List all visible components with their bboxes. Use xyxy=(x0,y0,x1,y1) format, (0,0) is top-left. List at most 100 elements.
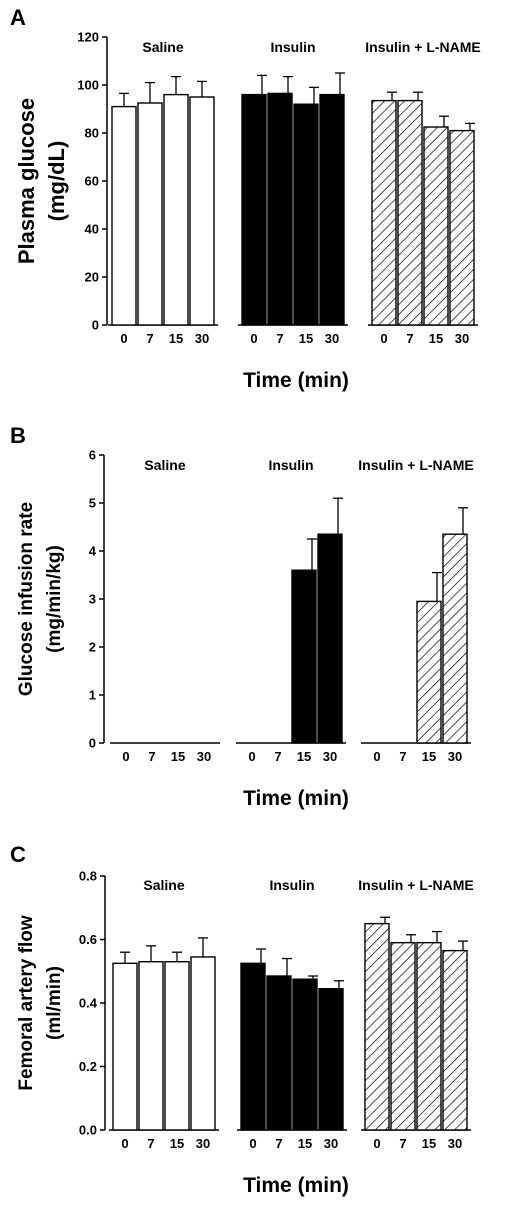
y-tick-label: 0 xyxy=(89,736,96,751)
x-tick-label: 30 xyxy=(325,331,339,346)
bar xyxy=(319,93,345,326)
x-tick-label: 30 xyxy=(448,1136,462,1151)
bar xyxy=(397,99,423,326)
group-label: Insulin xyxy=(268,457,313,473)
bar xyxy=(390,941,416,1131)
y-tick-label: 0.0 xyxy=(79,1123,97,1138)
x-tick-label: 15 xyxy=(171,749,185,764)
bar xyxy=(137,102,163,326)
panel-letter: B xyxy=(10,423,26,448)
bar xyxy=(189,96,215,326)
x-tick-label: 0 xyxy=(250,331,257,346)
x-axis-label: Time (min) xyxy=(243,787,349,810)
y-tick-label: 100 xyxy=(77,78,99,93)
x-tick-label: 7 xyxy=(146,331,153,346)
x-tick-label: 7 xyxy=(148,749,155,764)
chart-panel-b: B 0 1 2 3 4 5 6 Glucose infusion rate (mg/min/kg)… xyxy=(10,423,474,810)
bar xyxy=(416,941,442,1131)
x-tick-label: 30 xyxy=(195,331,209,346)
x-tick-label: 30 xyxy=(323,749,337,764)
x-tick-label: 0 xyxy=(373,749,380,764)
y-tick-label: 120 xyxy=(77,30,99,45)
x-tick-label: 30 xyxy=(196,1136,210,1151)
y-tick-label: 60 xyxy=(85,174,99,189)
group-label: Insulin + L-NAME xyxy=(358,457,474,473)
y-tick-label: 0.8 xyxy=(79,869,97,884)
y-tick-label: 3 xyxy=(89,592,96,607)
group-label: Saline xyxy=(144,457,185,473)
bar xyxy=(449,129,475,326)
x-tick-label: 7 xyxy=(147,1136,154,1151)
bar xyxy=(164,961,190,1131)
y-axis-label-unit: (mg/dL) xyxy=(44,141,69,222)
x-tick-label: 7 xyxy=(399,1136,406,1151)
group-label: Insulin + L-NAME xyxy=(358,877,474,893)
y-axis-label-unit: (mg/min/kg) xyxy=(44,545,65,653)
x-tick-label: 30 xyxy=(324,1136,338,1151)
y-tick-label: 0.2 xyxy=(79,1059,97,1074)
x-tick-label: 7 xyxy=(274,749,281,764)
bar xyxy=(371,99,397,326)
bar xyxy=(416,600,442,744)
panel-letter: C xyxy=(10,842,26,867)
bar xyxy=(163,93,189,326)
x-tick-label: 15 xyxy=(169,331,183,346)
bar xyxy=(240,962,266,1131)
x-tick-label: 0 xyxy=(249,1136,256,1151)
group-label: Insulin xyxy=(269,877,314,893)
y-tick-label: 4 xyxy=(89,544,97,559)
y-tick-label: 0.4 xyxy=(79,996,98,1011)
bar xyxy=(364,922,390,1131)
x-tick-label: 0 xyxy=(120,331,127,346)
y-tick-label: 40 xyxy=(85,222,99,237)
panel-letter: A xyxy=(10,5,26,30)
bar xyxy=(190,956,216,1131)
bar xyxy=(293,103,319,326)
bar xyxy=(291,569,317,744)
x-tick-label: 15 xyxy=(429,331,443,346)
bar xyxy=(241,93,267,326)
x-tick-label: 15 xyxy=(170,1136,184,1151)
chart-panel-a: A 0 20 40 60 80 100 120 Plasma glucose (mg/dL) Sal… xyxy=(10,5,481,392)
x-tick-label: 7 xyxy=(406,331,413,346)
y-axis-label: Plasma glucose xyxy=(14,98,39,264)
bar xyxy=(318,988,344,1131)
bar xyxy=(317,533,343,744)
y-tick-label: 80 xyxy=(85,126,99,141)
x-tick-label: 7 xyxy=(399,749,406,764)
x-tick-label: 0 xyxy=(373,1136,380,1151)
x-tick-label: 7 xyxy=(275,1136,282,1151)
y-axis-label: Glucose infusion rate xyxy=(16,502,37,696)
group-label: Saline xyxy=(143,877,184,893)
y-tick-label: 1 xyxy=(89,688,96,703)
group-label: Insulin + L-NAME xyxy=(365,39,481,55)
group-label: Saline xyxy=(142,39,183,55)
x-tick-label: 30 xyxy=(455,331,469,346)
chart-panel-c: C 0.0 0.2 0.4 0.6 0.8 Femoral artery flow (ml/m… xyxy=(10,842,474,1197)
x-axis-label: Time (min) xyxy=(243,1174,349,1197)
x-tick-label: 15 xyxy=(422,749,436,764)
y-tick-label: 0 xyxy=(92,318,99,333)
y-axis-label: Femoral artery flow xyxy=(16,915,37,1090)
bar xyxy=(442,949,468,1131)
bar xyxy=(267,92,293,326)
x-tick-label: 0 xyxy=(380,331,387,346)
x-tick-label: 0 xyxy=(248,749,255,764)
x-tick-label: 7 xyxy=(276,331,283,346)
x-tick-label: 0 xyxy=(122,749,129,764)
bar xyxy=(292,978,318,1131)
x-tick-label: 15 xyxy=(297,749,311,764)
bar xyxy=(266,975,292,1131)
x-axis-label: Time (min) xyxy=(243,369,349,392)
x-tick-label: 15 xyxy=(422,1136,436,1151)
bar xyxy=(442,533,468,744)
x-tick-label: 30 xyxy=(448,749,462,764)
y-tick-label: 20 xyxy=(85,270,99,285)
x-tick-label: 0 xyxy=(121,1136,128,1151)
y-tick-label: 5 xyxy=(89,496,96,511)
bar xyxy=(111,105,137,326)
y-tick-label: 0.6 xyxy=(79,932,97,947)
bar xyxy=(423,126,449,326)
